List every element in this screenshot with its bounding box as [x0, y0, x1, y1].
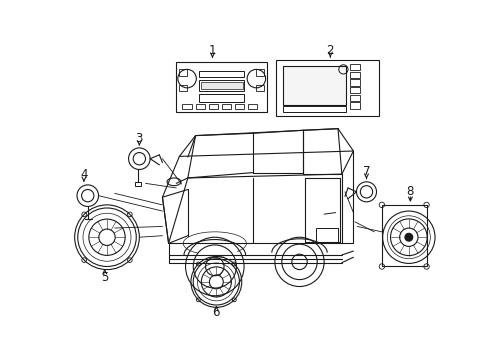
- Bar: [349, 64, 360, 70]
- Bar: [182, 104, 191, 109]
- Bar: [349, 80, 360, 86]
- Bar: [247, 104, 257, 109]
- Bar: [316, 228, 337, 242]
- Bar: [135, 182, 141, 186]
- Bar: [199, 80, 244, 91]
- Bar: [195, 104, 204, 109]
- Circle shape: [404, 233, 412, 241]
- Bar: [256, 85, 264, 91]
- Text: 7: 7: [362, 165, 369, 178]
- Text: 1: 1: [208, 44, 216, 57]
- Bar: [282, 66, 346, 105]
- Bar: [176, 62, 266, 112]
- Bar: [199, 71, 244, 77]
- Bar: [208, 104, 218, 109]
- Bar: [201, 82, 242, 89]
- Bar: [221, 104, 230, 109]
- Bar: [349, 87, 360, 93]
- Bar: [349, 72, 360, 78]
- Bar: [276, 60, 378, 116]
- Text: 6: 6: [212, 306, 220, 319]
- Text: 3: 3: [135, 132, 143, 145]
- Bar: [349, 95, 360, 101]
- Bar: [234, 104, 244, 109]
- Text: 2: 2: [326, 44, 333, 57]
- Bar: [381, 205, 426, 266]
- Bar: [256, 69, 264, 76]
- Bar: [282, 106, 346, 112]
- Text: 8: 8: [406, 185, 413, 198]
- Bar: [179, 69, 187, 76]
- Bar: [199, 94, 244, 102]
- Text: 4: 4: [80, 168, 87, 181]
- Text: 5: 5: [101, 271, 108, 284]
- Bar: [179, 85, 187, 91]
- Bar: [349, 103, 360, 109]
